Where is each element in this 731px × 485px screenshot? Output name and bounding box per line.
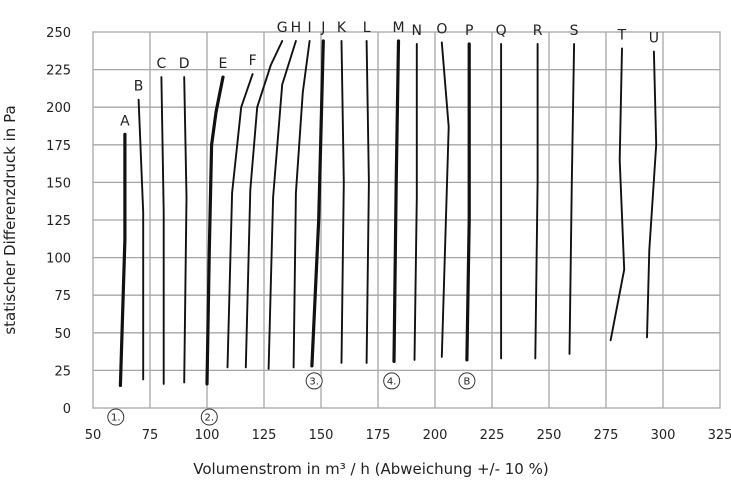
series-label-o: O — [436, 22, 447, 38]
curve-markers: 1. 2. 3. 4. B — [107, 372, 476, 426]
series-label-i: I — [308, 20, 312, 36]
series-label-e: E — [219, 56, 228, 72]
series-label-q: Q — [496, 23, 507, 39]
series-label-l: L — [363, 20, 371, 36]
series-label-h: H — [291, 20, 302, 36]
series-label-d: D — [179, 56, 190, 72]
series-line-e — [205, 75, 225, 386]
series-label-n: N — [412, 23, 422, 39]
y-tick-label: 100 — [46, 252, 71, 267]
x-tick-label: 250 — [537, 428, 562, 443]
y-tick-label: 250 — [46, 26, 71, 41]
series-line-t — [609, 47, 626, 342]
y-tick-label: 125 — [46, 214, 71, 229]
series-label-b: B — [134, 79, 144, 95]
series-label-c: C — [157, 56, 167, 72]
y-tick-label: 175 — [46, 139, 71, 154]
series-line-o — [440, 41, 450, 358]
x-tick-label: 300 — [651, 428, 676, 443]
y-tick-label: 150 — [46, 176, 71, 191]
series-label-k: K — [337, 20, 347, 36]
x-tick-label: 175 — [366, 428, 391, 443]
marker-circle — [458, 372, 476, 390]
series-line-m — [392, 39, 401, 363]
marker-circle — [383, 372, 401, 390]
series-line-b — [137, 98, 145, 381]
x-tick-label: 150 — [309, 428, 334, 443]
x-tick-label: 275 — [594, 428, 619, 443]
series-line-k — [340, 40, 345, 364]
series-label-a: A — [120, 113, 130, 129]
x-tick-label: 75 — [142, 428, 159, 443]
series-line-r — [534, 43, 539, 360]
series-line-h — [267, 40, 297, 370]
series-line-j — [310, 39, 325, 368]
grid — [92, 31, 721, 409]
y-tick-label: 75 — [54, 289, 71, 304]
series-label-r: R — [533, 23, 543, 39]
y-tick-label: 0 — [63, 402, 71, 417]
x-tick-label: 100 — [195, 428, 220, 443]
series-label-u: U — [649, 31, 659, 47]
marker-label: 4. — [387, 376, 397, 387]
y-tick-label: 50 — [54, 327, 71, 342]
x-tick-label: 200 — [423, 428, 448, 443]
series-line-c — [160, 76, 165, 385]
series-line-a — [118, 132, 127, 387]
series-line-l — [365, 40, 370, 364]
tick-labels: 50 75 100 125 150 175 200 225 250 275 300 325 0 25 50 7… — [46, 26, 731, 443]
series-line-s — [568, 43, 576, 355]
series-label-f: F — [249, 53, 257, 69]
marker-circle — [305, 372, 323, 390]
series-lines — [118, 39, 658, 387]
y-axis-title: statischer Differenzdruck in Pa — [1, 105, 19, 334]
x-axis-title: Volumenstrom in m³ / h (Abweichung +/- 1… — [193, 460, 548, 478]
series-label-m: M — [392, 20, 404, 36]
marker-label: 1. — [111, 413, 121, 424]
series-label-p: P — [465, 23, 473, 39]
series-line-n — [413, 43, 418, 361]
marker-label: 3. — [309, 376, 319, 387]
marker-label: B — [463, 376, 470, 387]
series-line-u — [646, 50, 658, 339]
series-label-g: G — [277, 20, 288, 36]
y-tick-label: 200 — [46, 101, 71, 116]
x-tick-label: 50 — [85, 428, 102, 443]
series-label-t: T — [617, 28, 627, 44]
series-line-i — [292, 40, 311, 369]
marker-circle — [200, 408, 218, 426]
series-line-p — [465, 42, 471, 362]
x-tick-label: 125 — [252, 428, 277, 443]
series-line-d — [183, 76, 188, 384]
series-labels: A BC D E F G H I J K L M N O P Q R S T U — [120, 20, 659, 129]
marker-label: 2. — [205, 413, 215, 424]
y-tick-label: 225 — [46, 64, 71, 79]
marker-circle — [107, 408, 125, 426]
series-label-s: S — [570, 23, 579, 39]
y-tick-label: 25 — [54, 364, 71, 379]
x-tick-label: 225 — [480, 428, 505, 443]
series-label-j: J — [320, 20, 325, 36]
series-line-g — [244, 40, 284, 369]
series-line-f — [226, 73, 254, 369]
x-tick-label: 325 — [708, 428, 731, 443]
